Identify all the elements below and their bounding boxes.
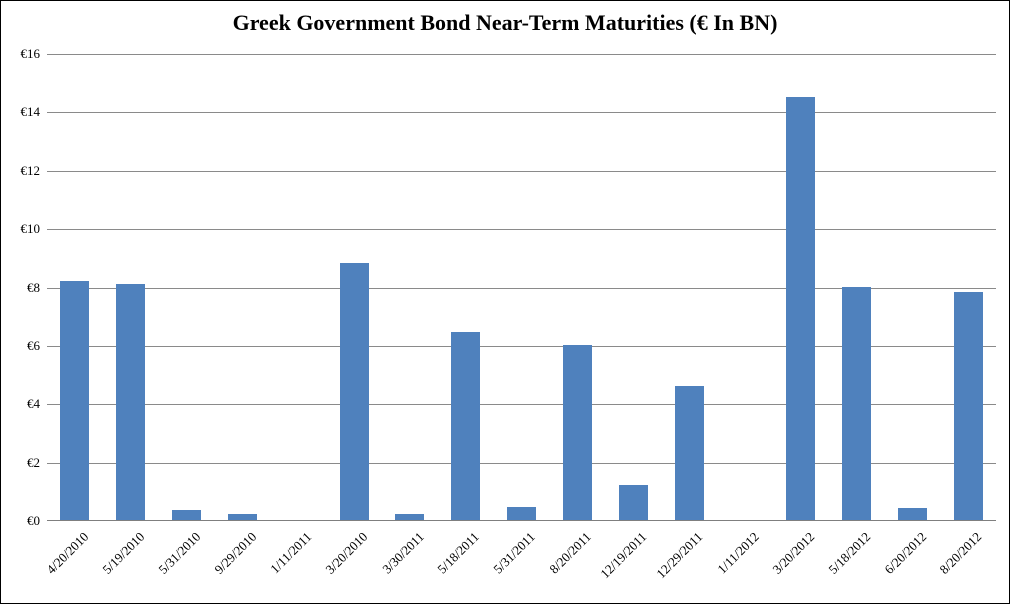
gridline bbox=[47, 54, 996, 55]
x-axis-tick-label: 9/29/2010 bbox=[211, 529, 260, 577]
bar-6-20-2012 bbox=[897, 508, 927, 520]
plot-area bbox=[47, 54, 996, 521]
x-axis-tick-label: 1/11/2011 bbox=[267, 529, 315, 577]
chart-title: Greek Government Bond Near-Term Maturiti… bbox=[232, 10, 778, 35]
gridline bbox=[47, 346, 996, 347]
gridline bbox=[47, 229, 996, 230]
y-axis-tick-label: €14 bbox=[20, 104, 41, 119]
y-axis-tick-label: €16 bbox=[20, 46, 41, 61]
bar-3-20-2012 bbox=[786, 96, 816, 520]
bar-3-30-2011 bbox=[395, 514, 425, 520]
x-axis-tick-label: 8/20/2012 bbox=[936, 529, 985, 577]
bar-5-19-2010 bbox=[116, 283, 146, 520]
x-axis: 4/20/2010 5/19/2010 5/31/2010 9/29/2010 1/11… bbox=[43, 521, 996, 601]
bar-5-31-2010 bbox=[172, 509, 202, 520]
y-axis-tick-label: €12 bbox=[20, 163, 41, 178]
gridline bbox=[47, 404, 996, 405]
bar-5-18-2011 bbox=[451, 331, 481, 520]
x-axis-tick-label: 6/20/2012 bbox=[881, 529, 929, 577]
x-axis-tick-label: 3/20/2010 bbox=[322, 529, 371, 577]
y-axis-tick-label: €6 bbox=[27, 338, 40, 353]
gridline bbox=[47, 112, 996, 113]
y-axis-tick-label: €0 bbox=[27, 513, 40, 528]
x-axis-tick-label: 5/19/2010 bbox=[99, 529, 148, 577]
gridline bbox=[47, 288, 996, 289]
x-axis-tick-label: 5/18/2011 bbox=[434, 529, 483, 577]
x-axis-tick-label: 3/30/2011 bbox=[378, 529, 427, 577]
x-axis-tick-label: 12/19/2011 bbox=[597, 529, 650, 582]
bar-12-29-2011 bbox=[674, 385, 704, 520]
bar-3-20-2010 bbox=[339, 263, 369, 520]
bar-5-31-2011 bbox=[507, 506, 536, 520]
x-axis-tick-label: 12/29/2011 bbox=[653, 529, 706, 582]
bar-12-19-2011 bbox=[618, 485, 648, 520]
x-axis-tick-label: 5/31/2011 bbox=[490, 529, 539, 577]
gridline bbox=[47, 463, 996, 464]
y-axis-tick-label: €4 bbox=[27, 396, 40, 411]
x-axis-tick-label: 1/11/2012 bbox=[713, 529, 762, 577]
bar-8-20-2012 bbox=[953, 292, 983, 520]
x-axis-line bbox=[47, 520, 996, 521]
x-axis-tick-label: 5/31/2010 bbox=[155, 529, 204, 577]
x-axis-tick-label: 8/20/2011 bbox=[546, 529, 594, 577]
bar-8-20-2011 bbox=[562, 344, 592, 520]
gridline bbox=[47, 171, 996, 172]
y-axis-tick-label: €2 bbox=[27, 455, 40, 470]
y-axis: €16 €14 €12 €10 €8 €6 €4 €2 €0 bbox=[1, 46, 41, 528]
y-axis-tick-label: €8 bbox=[27, 280, 40, 295]
bar-5-18-2012 bbox=[841, 286, 871, 520]
bar-9-29-2010 bbox=[227, 514, 257, 520]
bar-4-20-2010 bbox=[60, 280, 90, 520]
x-axis-tick-label: 5/18/2012 bbox=[825, 529, 874, 577]
x-axis-tick-label: 4/20/2010 bbox=[43, 529, 92, 577]
y-axis-tick-label: €10 bbox=[20, 221, 41, 236]
x-axis-tick-label: 3/20/2012 bbox=[769, 529, 818, 577]
